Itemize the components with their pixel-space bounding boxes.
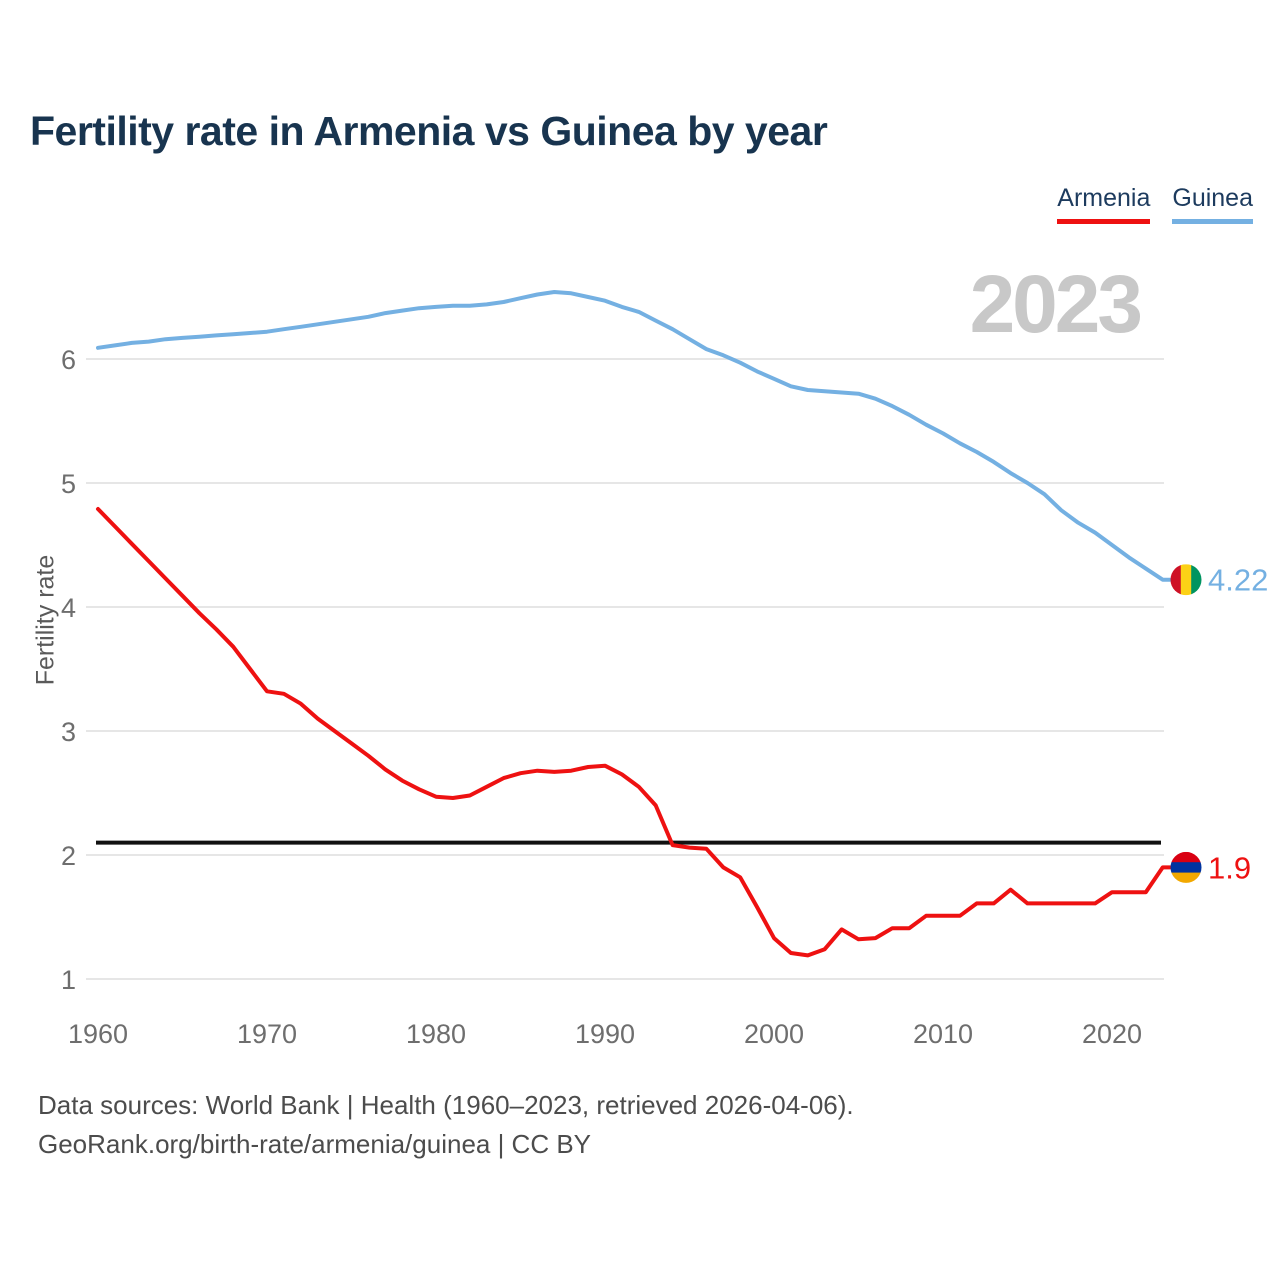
- x-axis-tick-label: 2020: [1082, 1019, 1142, 1049]
- footer: Data sources: World Bank | Health (1960–…: [38, 1086, 854, 1164]
- x-axis-tick-label: 1960: [68, 1019, 128, 1049]
- y-axis-tick-label: 3: [61, 717, 76, 747]
- x-axis-tick-label: 2000: [744, 1019, 804, 1049]
- armenia-flag-icon: [1170, 851, 1202, 883]
- guinea-value-label: 4.22: [1208, 563, 1268, 598]
- x-axis-tick-label: 2010: [913, 1019, 973, 1049]
- legend-item-armenia[interactable]: Armenia: [1057, 184, 1151, 224]
- y-axis-tick-label: 1: [61, 965, 76, 995]
- y-axis-tick-label: 2: [61, 841, 76, 871]
- x-axis-tick-label: 1970: [237, 1019, 297, 1049]
- y-axis-tick-label: 4: [61, 593, 76, 623]
- page-title: Fertility rate in Armenia vs Guinea by y…: [30, 108, 828, 154]
- legend-item-guinea[interactable]: Guinea: [1172, 184, 1253, 224]
- armenia-value-label: 1.9: [1208, 850, 1251, 885]
- footer-attribution: GeoRank.org/birth-rate/armenia/guinea | …: [38, 1129, 592, 1159]
- x-axis-tick-label: 1990: [575, 1019, 635, 1049]
- guinea-flag-icon: [1170, 564, 1202, 596]
- footer-data-sources: Data sources: World Bank | Health (1960–…: [38, 1090, 854, 1120]
- watermark-year: 2023: [969, 259, 1143, 350]
- guinea-line: [96, 290, 1172, 582]
- legend: Armenia Guinea: [1057, 184, 1253, 224]
- y-axis-tick-label: 5: [61, 469, 76, 499]
- x-axis-tick-label: 1980: [406, 1019, 466, 1049]
- armenia-line: [96, 507, 1172, 958]
- y-axis-tick-label: 6: [61, 345, 76, 375]
- chart-canvas: 1 2 3 4 5 6 1960 1970 1980 1990 2000 2010 2020 1.9 4.2…: [61, 290, 1268, 1049]
